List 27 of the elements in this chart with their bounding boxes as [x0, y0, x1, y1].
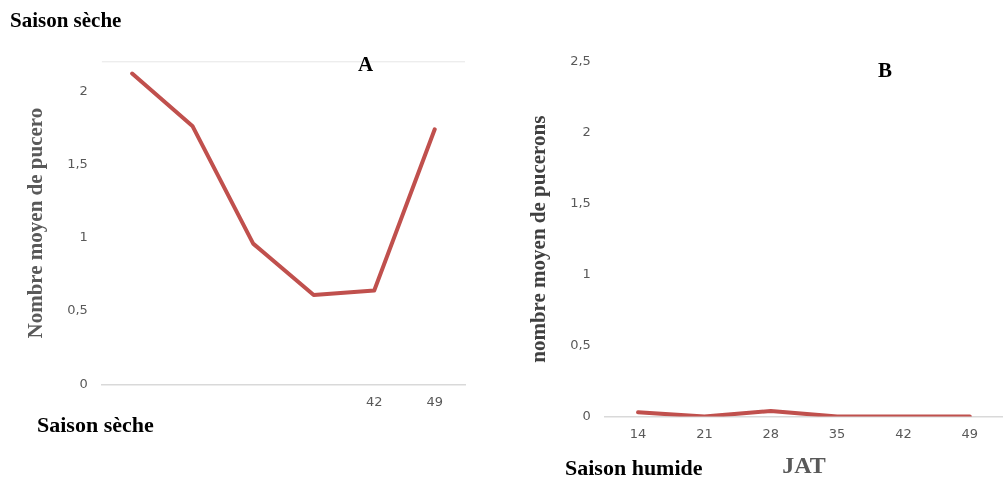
y-tick-label: 1 — [79, 229, 88, 245]
x-tick-label: 21 — [696, 425, 713, 441]
x-tick-label: 14 — [629, 425, 647, 441]
x-tick-label: 49 — [961, 425, 979, 441]
y-tick-label: 0,5 — [67, 302, 88, 318]
y-tick-label: 2 — [79, 82, 88, 98]
y-tick-label: 1,5 — [570, 195, 591, 211]
y-axis-title: Nombre moyen de pucero — [23, 107, 48, 339]
y-axis-title: nombre moyen de pucerons — [526, 115, 551, 363]
text: Saison humide — [565, 455, 703, 481]
y-tick-label: 0,5 — [570, 337, 591, 353]
x-axis-title: JAT — [782, 451, 826, 478]
annotation: B — [878, 58, 893, 83]
y-tick-label: 2 — [582, 124, 591, 140]
chart-title: Saison sèche — [10, 8, 122, 33]
annotation: A — [358, 52, 374, 77]
x-tick-label: 42 — [365, 393, 383, 409]
y-tick-label: 0 — [79, 375, 88, 391]
text: Saison sèche — [37, 412, 154, 438]
y-tick-label: 2,5 — [570, 53, 591, 69]
y-tick-label: 1,5 — [67, 155, 88, 171]
x-tick-label: 49 — [426, 393, 444, 409]
y-tick-label: 1 — [582, 266, 591, 282]
x-tick-label: 28 — [762, 425, 780, 441]
x-tick-label: 35 — [828, 425, 846, 441]
y-tick-label: 0 — [582, 407, 591, 423]
x-tick-label: 42 — [895, 425, 912, 441]
